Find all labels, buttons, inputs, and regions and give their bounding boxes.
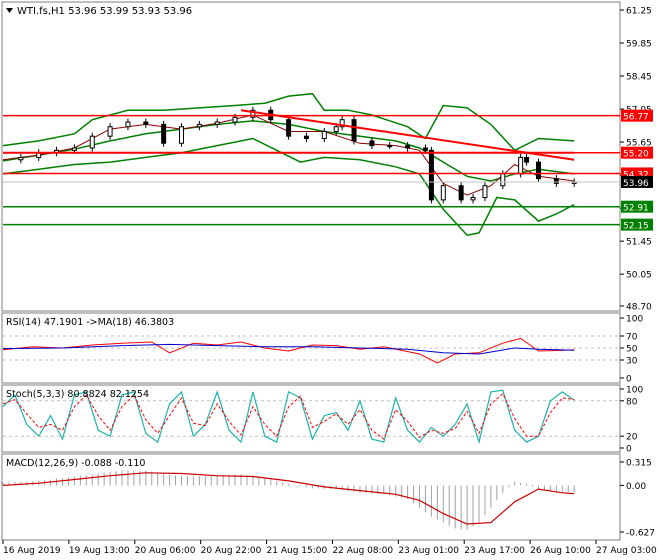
time-tick-label: 23 Aug 17:00 (464, 546, 525, 556)
level-badge-label: 55.20 (623, 150, 649, 160)
candle-body (303, 135, 309, 140)
candle-body (161, 123, 167, 144)
candle-body (125, 121, 131, 128)
candle-body (232, 116, 238, 123)
time-tick-label: 20 Aug 22:00 (201, 546, 262, 556)
stoch-tick-label: 100 (626, 386, 643, 396)
level-badge-label: 52.91 (623, 204, 649, 214)
candle-body (440, 185, 446, 201)
price-tick-label: 58.45 (626, 73, 652, 83)
candle-body (482, 185, 488, 199)
candle-body (89, 135, 95, 149)
rsi-tick-label: 30 (626, 357, 638, 367)
candle-body (458, 185, 464, 201)
candle-body (107, 126, 113, 137)
stoch-d-line (2, 392, 575, 440)
price-axis: 61.2559.8558.4557.0555.6554.2552.8551.45… (620, 7, 653, 313)
time-tick-label: 22 Aug 08:00 (332, 546, 393, 556)
rsi-tick-label: 100 (626, 315, 643, 325)
price-tick-label: 59.85 (626, 40, 652, 50)
stoch-title: Stoch(5,3,3) 80.8824 82.1254 (6, 389, 149, 400)
rsi-line (2, 337, 575, 364)
macd-signal-line (2, 472, 575, 525)
stoch-tick-label: 20 (626, 433, 638, 443)
candle-body (369, 140, 375, 147)
candle-body (196, 123, 202, 128)
time-tick-label: 26 Aug 10:00 (530, 546, 591, 556)
chart-title: WTI.fs,H1 53.96 53.99 53.93 53.96 (17, 6, 192, 17)
level-badge (621, 200, 653, 213)
candle-body (553, 178, 559, 184)
stoch-tick-label: 80 (626, 397, 638, 407)
bollinger-lower-band (2, 137, 575, 237)
time-tick-label: 19 Aug 13:00 (69, 546, 130, 556)
candle-body (405, 145, 411, 149)
current-price-label: 53.96 (623, 179, 649, 189)
candle-body (286, 119, 292, 137)
candle-body (333, 126, 339, 132)
candle-body (518, 156, 524, 175)
candle-body (351, 119, 357, 142)
candle-body (536, 161, 541, 180)
rsi-title: RSI(14) 47.1901 ->MA(18) 46.3803 (6, 317, 174, 328)
price-pane-frame (1, 1, 621, 312)
macd-tick-label: 0.315 (626, 459, 652, 469)
price-tick-label: 61.25 (626, 7, 652, 17)
candle-body (143, 121, 149, 125)
candle-body (71, 147, 77, 151)
stoch-tick-label: 0 (626, 445, 632, 455)
macd-tick-label: -0.627 (626, 529, 655, 539)
time-tick-label: 23 Aug 01:00 (398, 546, 459, 556)
level-badge (621, 109, 653, 122)
trend-line (240, 109, 575, 161)
rsi-tick-label: 0 (626, 375, 632, 385)
time-tick-label: 27 Aug 03:00 (596, 546, 657, 556)
candle-body (500, 173, 506, 187)
stoch-pane-frame (1, 384, 621, 453)
candle-body (470, 197, 476, 201)
macd-tick-label: 0.00 (626, 482, 646, 492)
macd-chart: 0.315 0.00 -0.627 (2, 459, 655, 539)
time-tick-label: 16 Aug 2019 (3, 546, 61, 556)
candle-body (18, 156, 24, 161)
candle-body (387, 145, 393, 148)
candle-body (339, 119, 345, 128)
price-tick-label: 50.05 (626, 271, 652, 281)
price-tick-label: 55.65 (626, 139, 652, 149)
stoch-k-line (2, 389, 575, 445)
level-badge-label: 52.15 (623, 222, 649, 232)
chart-menu-triangle-icon[interactable] (6, 8, 13, 13)
rsi-tick-label: 50 (626, 345, 638, 355)
time-tick-label: 20 Aug 06:00 (135, 546, 196, 556)
rsi-tick-label: 70 (626, 333, 638, 343)
time-axis: 16 Aug 2019 19 Aug 13:00 20 Aug 06:00 20 Au… (2, 540, 657, 556)
macd-title: MACD(12,26,9) -0.088 -0.110 (6, 458, 145, 469)
level-badge (621, 218, 653, 231)
level-badge-label: 54.32 (623, 170, 649, 180)
macd-pane-frame (1, 453, 621, 541)
rsi-ma-line (2, 343, 575, 355)
rsi-chart: 100 70 50 30 0 (2, 315, 643, 385)
candle-body (321, 130, 327, 140)
level-badge-label: 56.77 (623, 113, 649, 123)
price-tick-label: 48.70 (626, 303, 652, 313)
candle-body (428, 149, 434, 201)
candle-body (214, 121, 220, 125)
candle-body (250, 109, 256, 118)
candle-body (524, 156, 530, 163)
price-tick-label: 51.45 (626, 238, 652, 248)
candle-body (179, 126, 184, 144)
candle-body (422, 147, 428, 151)
time-tick-label: 21 Aug 15:00 (267, 546, 328, 556)
price-chart (2, 92, 620, 237)
level-badge (621, 146, 653, 159)
current-price-badge (621, 175, 653, 188)
